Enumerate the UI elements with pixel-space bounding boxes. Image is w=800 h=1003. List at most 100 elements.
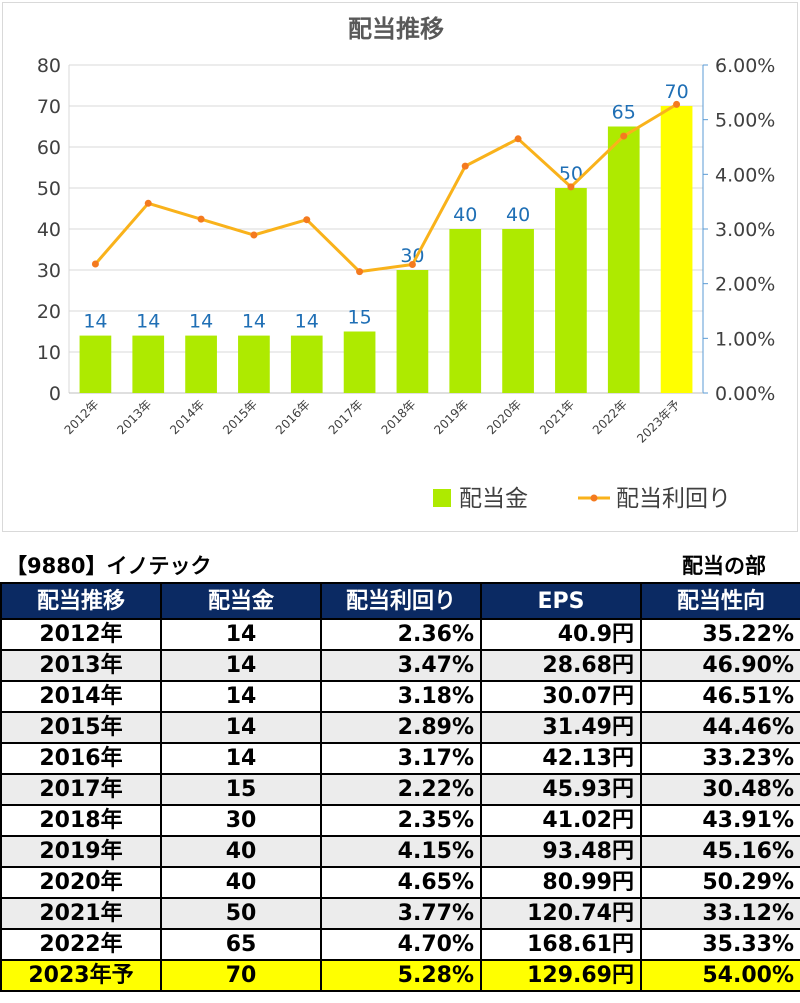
col-header-dividend: 配当金: [160, 582, 322, 620]
cell-eps: 45.93円: [480, 773, 642, 806]
cell-eps: 120.74円: [480, 897, 642, 930]
cell-dividend: 14: [160, 680, 322, 713]
yield-point: [620, 132, 628, 140]
yield-point: [91, 260, 99, 268]
bar-data-label: 14: [189, 311, 213, 333]
cell-dividend: 15: [160, 773, 322, 806]
cell-payout: 33.12%: [640, 897, 800, 930]
x-tick-label: 2018年: [379, 397, 419, 437]
cell-year: 2017年: [0, 773, 162, 806]
cell-year: 2012年: [0, 618, 162, 651]
bar: [660, 106, 693, 393]
yield-point: [567, 183, 575, 191]
bar-data-label: 14: [83, 311, 107, 333]
cell-dividend: 14: [160, 649, 322, 682]
cell-eps: 30.07円: [480, 680, 642, 713]
cell-eps: 129.69円: [480, 959, 642, 992]
cell-year: 2023年予: [0, 959, 162, 992]
table-header-bar: 【9880】イノテック 配当の部: [0, 548, 800, 578]
x-tick-label: 2022年: [590, 397, 630, 437]
table-row: 2022年 65 4.70% 168.61円 35.33%: [0, 928, 800, 961]
cell-year: 2014年: [0, 680, 162, 713]
bar-data-label: 50: [559, 163, 583, 185]
bar: [290, 335, 323, 393]
yield-point: [514, 135, 522, 143]
legend-swatch-yield-marker: [590, 494, 598, 502]
table-row: 2023年予 70 5.28% 129.69円 54.00%: [0, 959, 800, 992]
bar: [132, 335, 165, 393]
x-tick-label: 2020年: [484, 397, 524, 437]
col-header-year: 配当推移: [0, 582, 162, 620]
bar: [449, 229, 482, 393]
bar-data-label: 15: [347, 307, 371, 329]
cell-year: 2021年: [0, 897, 162, 930]
bar-data-label: 14: [295, 311, 319, 333]
table-row: 2016年 14 3.17% 42.13円 33.23%: [0, 742, 800, 775]
cell-year: 2018年: [0, 804, 162, 837]
cell-yield: 2.35%: [320, 804, 482, 837]
cell-payout: 43.91%: [640, 804, 800, 837]
table-header-row: 配当推移 配当金 配当利回り EPS 配当性向: [0, 582, 800, 620]
x-tick-label: 2015年: [220, 397, 260, 437]
yield-point: [250, 231, 258, 239]
x-tick-label: 2016年: [273, 397, 313, 437]
x-tick-label: 2014年: [167, 397, 207, 437]
yield-point: [673, 100, 681, 108]
yield-line: [94, 103, 678, 274]
y-left-tick-label: 50: [37, 178, 61, 200]
cell-payout: 30.48%: [640, 773, 800, 806]
col-header-eps: EPS: [480, 582, 642, 620]
y-left-tick-label: 30: [37, 260, 61, 282]
y-right-tick-label: 0.00%: [715, 383, 775, 405]
cell-year: 2015年: [0, 711, 162, 744]
yield-point: [303, 216, 311, 224]
cell-payout: 44.46%: [640, 711, 800, 744]
chart-svg: 配当推移 0 10 20 30 40 50 60 70 80 0.00% 1.00% 2.00% 3.00…: [37, 15, 776, 512]
y-left-tick-label: 80: [37, 55, 61, 77]
cell-payout: 45.16%: [640, 835, 800, 868]
cell-eps: 28.68円: [480, 649, 642, 682]
y-right-tick-label: 5.00%: [715, 110, 775, 132]
cell-year: 2016年: [0, 742, 162, 775]
bar-data-label: 14: [242, 311, 266, 333]
cell-payout: 46.90%: [640, 649, 800, 682]
yield-point: [144, 199, 152, 207]
cell-dividend: 70: [160, 959, 322, 992]
dividend-table: 配当推移 配当金 配当利回り EPS 配当性向 2012年 14 2.36% 40.9…: [0, 582, 800, 992]
cell-year: 2013年: [0, 649, 162, 682]
yield-point: [461, 162, 469, 170]
bar: [79, 335, 112, 393]
bar: [185, 335, 217, 393]
cell-eps: 168.61円: [480, 928, 642, 961]
cell-year: 2020年: [0, 866, 162, 899]
y-left-tick-label: 70: [37, 96, 61, 118]
section-title: 配当の部: [682, 554, 766, 578]
cell-payout: 46.51%: [640, 680, 800, 713]
bar-data-label: 40: [453, 204, 477, 226]
table-row: 2021年 50 3.77% 120.74円 33.12%: [0, 897, 800, 930]
table-row: 2014年 14 3.18% 30.07円 46.51%: [0, 680, 800, 713]
cell-dividend: 14: [160, 711, 322, 744]
bar: [396, 270, 429, 393]
bar: [343, 331, 376, 393]
bar-data-label: 14: [136, 311, 160, 333]
bar-data-label: 40: [506, 204, 530, 226]
cell-yield: 5.28%: [320, 959, 482, 992]
table-row: 2015年 14 2.89% 31.49円 44.46%: [0, 711, 800, 744]
cell-payout: 35.33%: [640, 928, 800, 961]
cell-yield: 2.89%: [320, 711, 482, 744]
x-tick-label: 2023年予: [634, 397, 682, 445]
cell-payout: 35.22%: [640, 618, 800, 651]
y-right-tick-label: 2.00%: [715, 274, 775, 296]
col-header-payout: 配当性向: [640, 582, 800, 620]
cell-year: 2019年: [0, 835, 162, 868]
bar: [555, 188, 587, 393]
bar: [238, 335, 270, 393]
cell-payout: 54.00%: [640, 959, 800, 992]
cell-dividend: 14: [160, 618, 322, 651]
cell-eps: 93.48円: [480, 835, 642, 868]
x-tick-label: 2019年: [431, 397, 471, 437]
y-right-tick-label: 4.00%: [715, 164, 775, 186]
company-title: 【9880】イノテック: [6, 554, 212, 578]
y-left-tick-label: 60: [37, 137, 61, 159]
